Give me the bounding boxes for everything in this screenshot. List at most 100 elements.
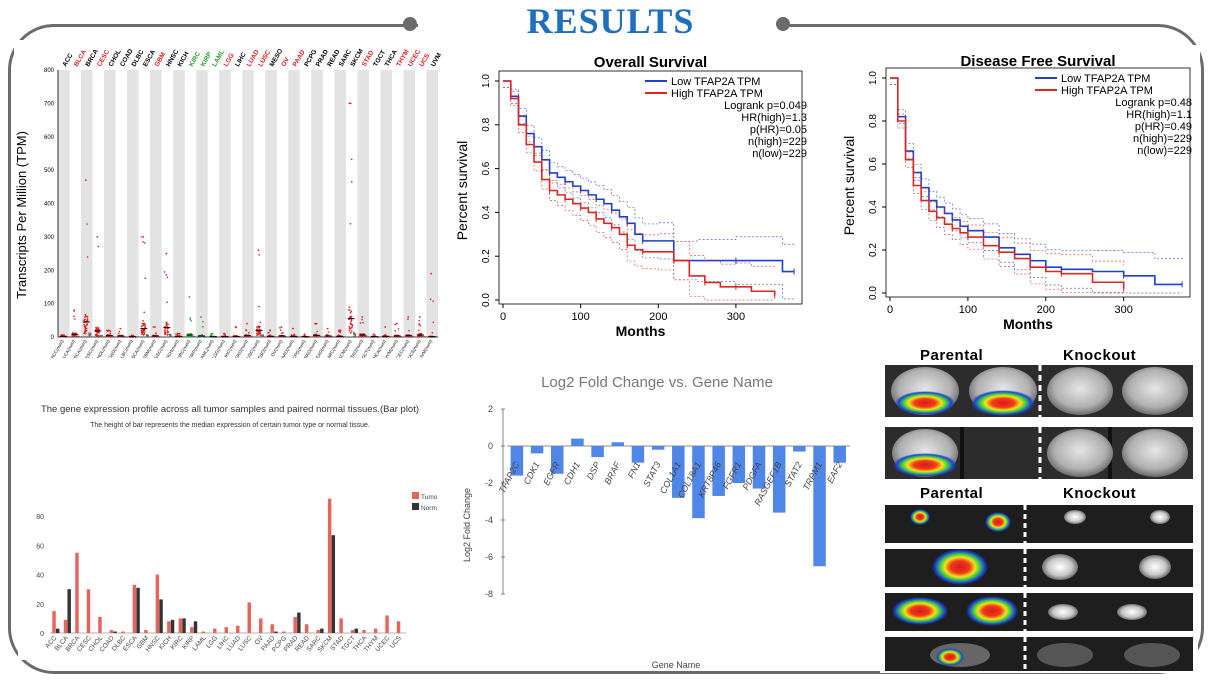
dot-plot-point [255,332,258,335]
dot-plot-ytick: 0 [51,335,55,341]
fold-change-bar [571,438,584,446]
km-ytick: 0.2 [868,243,879,257]
dot-plot-point [118,330,121,333]
km-stat: Logrank p=0.48 [1115,97,1192,109]
dot-plot-point [117,332,120,335]
bar-profile-tumor-bar [52,611,56,633]
km-legend-high: High TFAP2A TPM [1061,85,1153,97]
dot-plot-point [418,329,420,332]
bar-profile-tumor-bar [396,621,401,633]
dot-plot-point [101,334,103,337]
dot-plot-point [262,335,265,338]
dot-plot-point [61,334,64,336]
dot-plot-point [361,316,364,318]
bar-profile-tumor-bar [132,584,137,633]
dot-plot-point [350,330,353,332]
km-curve [503,80,795,273]
dot-plot-point [97,245,100,248]
fold-change-gene-label: FN1 [626,460,643,480]
dot-plot-point [140,329,143,332]
dot-plot-point [86,256,89,258]
dot-plot-point [175,333,177,335]
km-ci-upper [890,77,1125,266]
km-frame [498,70,803,305]
dot-plot-band [219,70,231,337]
dot-plot-point [164,330,166,332]
dot-plot-point [389,336,391,338]
bar-profile-normal-bar [297,612,301,633]
dot-plot-point [144,326,146,329]
dot-plot-point [354,335,356,337]
km-ytick: 0.8 [868,114,879,128]
dot-plot-point [394,330,397,332]
dot-plot-point [158,336,161,338]
dot-plot-point [83,319,86,322]
km-xlabel: Months [616,323,666,339]
dot-plot-point [135,336,137,338]
dot-plot-point [113,336,115,338]
dot-plot-point [169,335,171,338]
dot-plot-point [331,336,333,338]
dot-plot-point [96,332,98,334]
dot-plot-point [350,320,352,323]
dot-plot-point [250,336,253,338]
dot-plot-point [177,332,179,335]
dot-plot-cancer-label: ACC [61,52,74,68]
dot-plot-point [142,235,145,238]
dot-plot-point [420,335,422,338]
dot-plot-point [193,335,196,338]
bar-profile-ytick: 40 [36,573,44,580]
dot-plot-point [350,181,353,183]
dot-plot-point [359,322,362,324]
bar-profile-ytick: 80 [36,514,44,521]
dot-plot-point [249,336,252,338]
dot-plot-band [173,70,185,337]
dot-plot-point [189,317,192,319]
fold-change-panel: Log2 Fold Change vs. Gene Name Gene Name… [452,365,862,670]
dot-plot-point [84,327,87,330]
dot-plot-point [418,323,420,326]
dot-plot-ytick: 100 [44,302,55,308]
dot-plot-point [315,322,317,325]
dot-plot-point [248,331,250,334]
dot-plot-point [101,335,103,338]
mouse-image-row-2 [885,427,1193,479]
km-ci-lower [503,87,775,301]
dot-plot-point [255,326,258,328]
dot-plot-point [124,336,126,338]
km-ytick: 0.4 [481,205,492,219]
bar-profile-tumor-bar [236,625,240,633]
dot-plot-point [155,332,157,334]
dot-plot-point [200,316,202,318]
dot-plot-point [85,332,87,335]
dot-plot-point [353,331,355,333]
dot-plot-point [349,316,351,319]
dot-plot-cancer-label: UVM [430,52,442,68]
organ-image-row-2 [885,549,1193,587]
dot-plot-point [224,334,226,336]
dot-plot-point [143,311,146,314]
dot-plot-point [83,323,85,326]
dot-plot-point [163,271,166,273]
dot-plot-point [166,331,169,334]
dot-plot-point [74,318,76,320]
bar-profile-tumor-bar [350,630,355,633]
dot-plot-point [349,222,352,225]
dot-plot-point [190,335,193,337]
km-xtick: 200 [1037,304,1055,316]
dot-plot-point [320,335,322,338]
dot-plot-band [196,70,208,337]
bar-profile-tumor-bar [144,630,148,633]
bar-profile-tumor-bar [304,624,309,633]
expression-bar-chart: The gene expression profile across all t… [36,404,438,654]
dot-plot-point [141,325,143,327]
dot-plot-point [292,327,294,330]
dot-plot-point [211,332,214,335]
dot-plot-ytick: 200 [44,268,55,274]
bar-profile-tumor-bar [385,615,389,633]
dot-plot-ytick: 700 [44,101,55,107]
dot-plot-point [349,102,352,105]
dot-plot-point [259,334,262,337]
dot-plot-point [363,333,365,335]
title-background [418,14,780,32]
